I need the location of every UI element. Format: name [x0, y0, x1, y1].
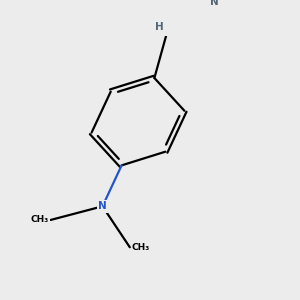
Text: N: N: [210, 0, 218, 7]
Text: N: N: [98, 201, 107, 211]
Text: CH₃: CH₃: [30, 215, 49, 224]
Text: H: H: [155, 22, 164, 32]
Text: CH₃: CH₃: [132, 243, 150, 252]
